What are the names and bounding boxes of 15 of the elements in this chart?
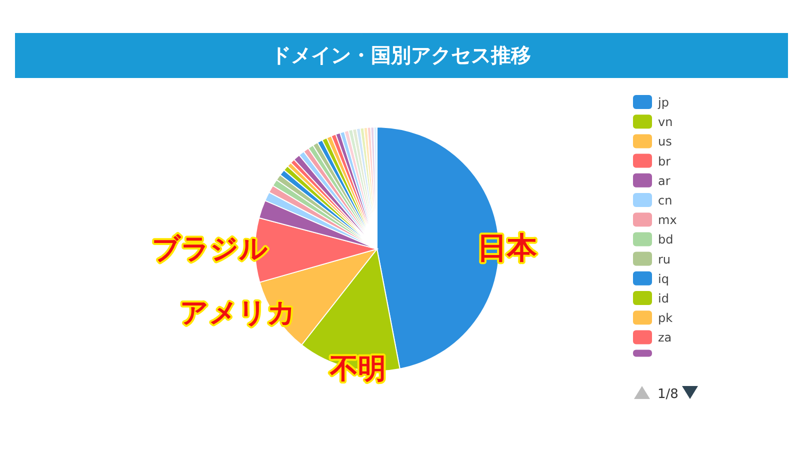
legend-label: vn <box>658 115 673 130</box>
text: 1/8 <box>658 387 678 402</box>
legend-label: ar <box>658 174 670 188</box>
legend-label: us <box>658 134 672 149</box>
legend-label: bd <box>658 232 674 247</box>
legend-label: za <box>658 330 672 345</box>
legend-label: jp <box>657 96 669 110</box>
chart-title: ドメイン・国別アクセス推移 <box>271 43 531 67</box>
legend-label: mx <box>658 213 677 228</box>
legend-label: id <box>658 292 669 306</box>
legend-label: ru <box>658 252 671 266</box>
legend-label: pk <box>658 311 673 326</box>
legend-label: cn <box>658 194 672 208</box>
legend-label: iq <box>658 272 669 286</box>
legend-label: br <box>658 154 671 168</box>
